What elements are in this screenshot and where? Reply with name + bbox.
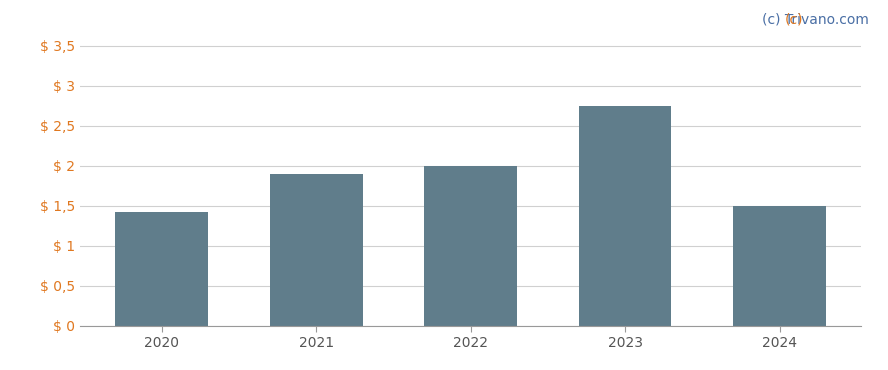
Bar (424, 166, 517, 326)
Text: (c): (c) (785, 13, 804, 27)
Bar (270, 174, 362, 326)
Bar (115, 212, 208, 326)
Text: (c) Trivano.com: (c) Trivano.com (762, 13, 868, 27)
Bar (733, 206, 826, 326)
Bar (579, 107, 671, 326)
